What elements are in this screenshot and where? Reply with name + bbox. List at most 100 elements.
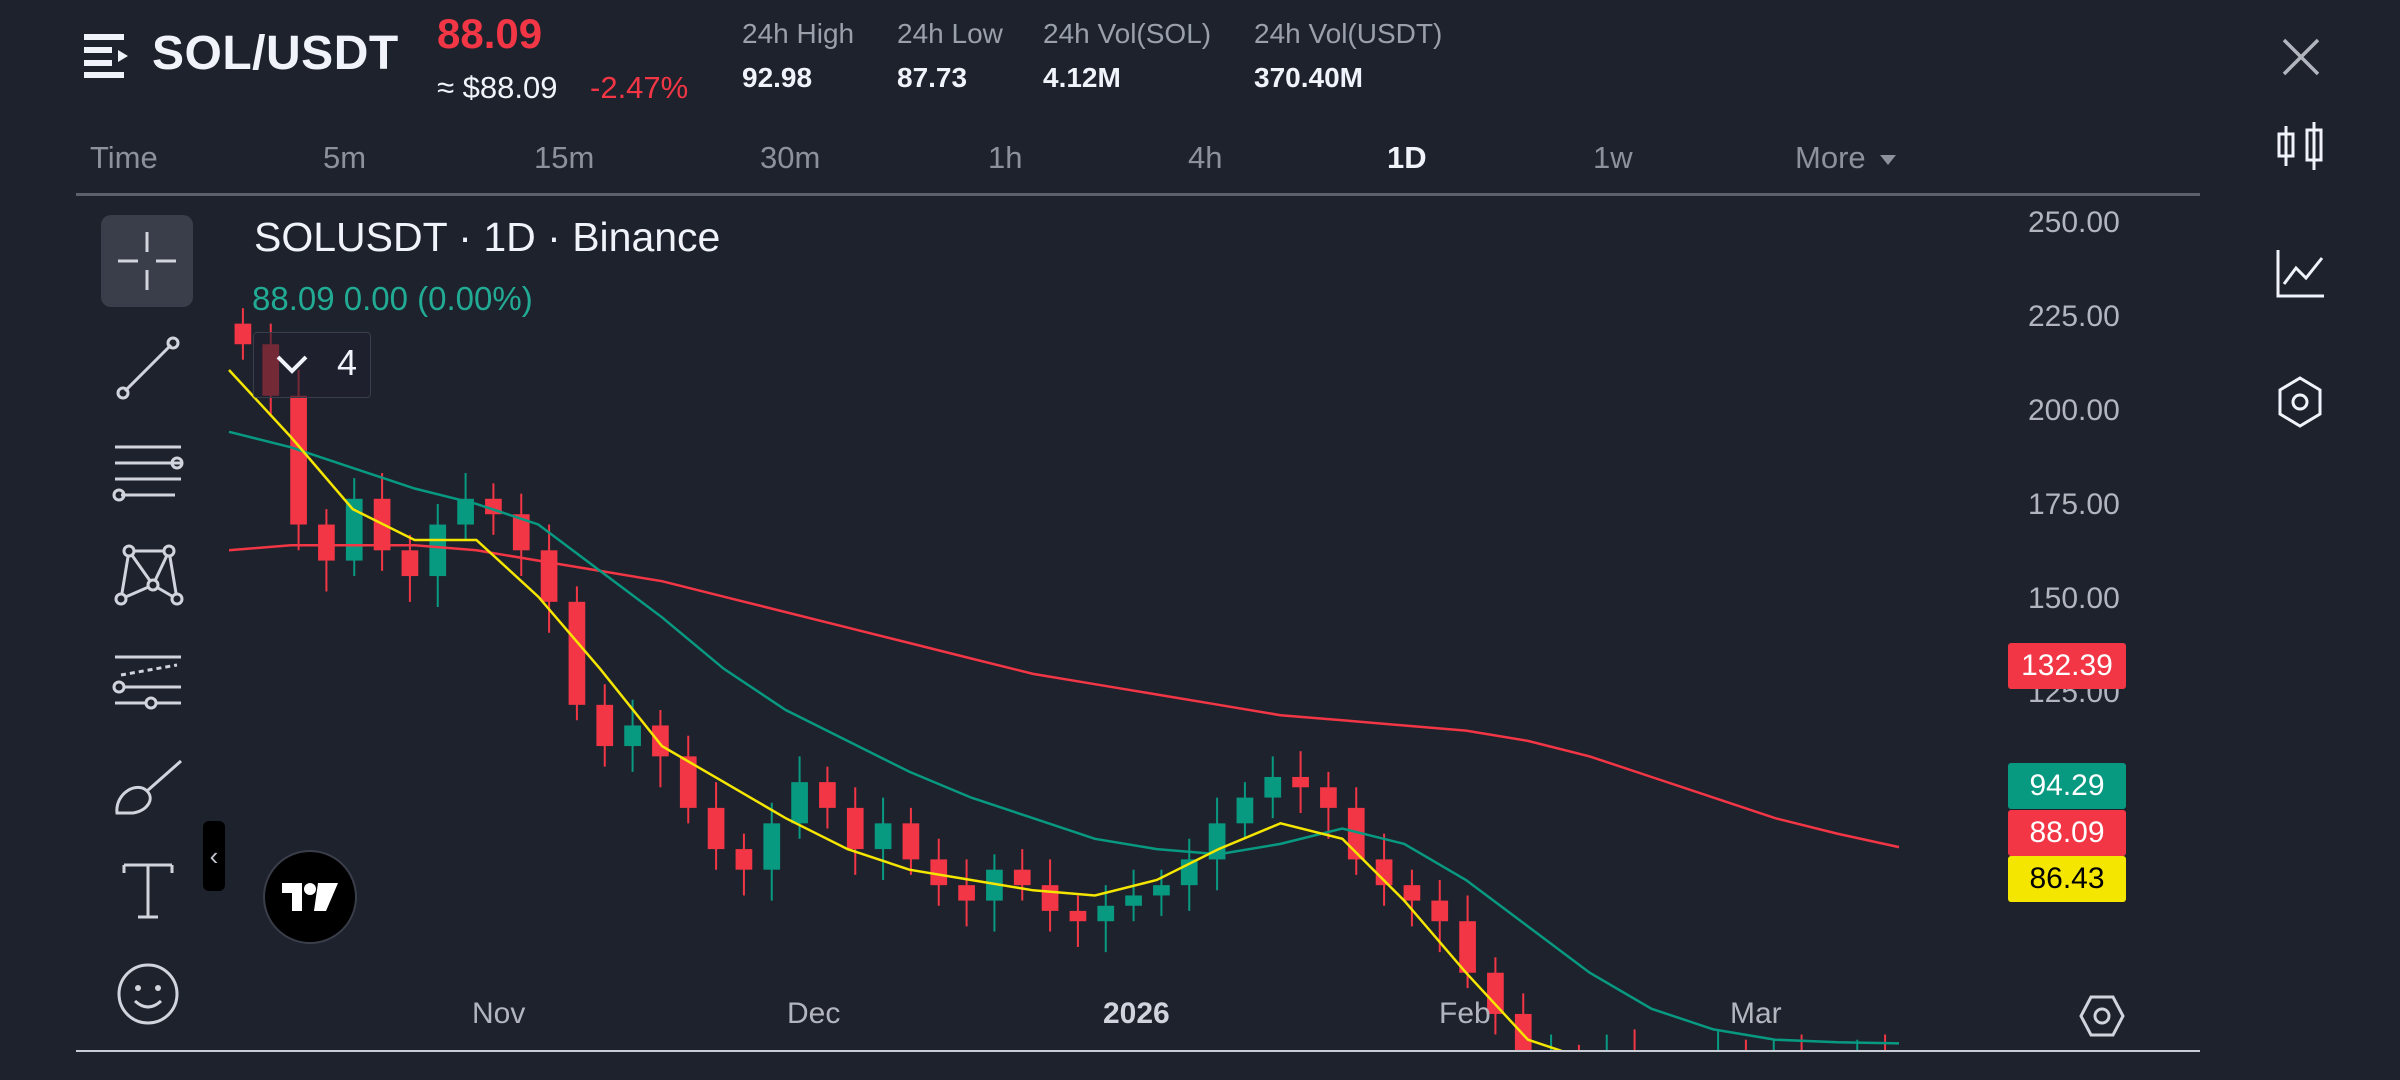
- candle-body: [234, 323, 252, 345]
- x-tick: Dec: [787, 997, 841, 1030]
- x-tick: Nov: [472, 997, 526, 1030]
- candle-body: [1125, 895, 1142, 906]
- menu-icon[interactable]: [84, 34, 132, 78]
- stat-label-24h-high: 24h High: [742, 18, 855, 49]
- brush-tool-button[interactable]: [100, 740, 196, 836]
- price-tag-ma-long: 132.39: [2008, 643, 2126, 689]
- x-tick: Feb: [1439, 997, 1491, 1030]
- price-chart[interactable]: [219, 200, 2019, 1050]
- candle-body: [1208, 823, 1226, 860]
- candles-icon[interactable]: [2270, 116, 2330, 176]
- indicators-collapse-button[interactable]: [253, 332, 371, 398]
- ohlc-legend: 88.09 0.00 (0.00%): [252, 280, 533, 317]
- price-tag-ma-short: 86.43: [2008, 856, 2126, 902]
- stat-label-24h-vol-sol: 24h Vol(SOL): [1043, 18, 1212, 49]
- candle-body: [735, 849, 753, 870]
- candle-body: [763, 823, 781, 870]
- candle-body: [846, 807, 864, 850]
- candle-body: [1459, 921, 1476, 973]
- stat-value-24h-low: 87.73: [897, 62, 968, 93]
- settings-hex-icon[interactable]: [2270, 372, 2330, 432]
- smiley-icon: [117, 963, 179, 1025]
- candle-body: [1347, 807, 1365, 860]
- candle-body: [930, 859, 948, 886]
- caret-down-icon: [1880, 154, 1897, 165]
- candle-body: [1431, 900, 1449, 922]
- ma-line-2: [228, 369, 1563, 1050]
- stat-label-24h-vol-usdt: 24h Vol(USDT): [1254, 18, 1443, 49]
- projection-tool-button[interactable]: [100, 630, 196, 726]
- x-tick: Mar: [1730, 997, 1782, 1030]
- candle-body: [290, 395, 307, 525]
- pattern-tool-button[interactable]: [100, 526, 196, 622]
- candle-body: [568, 601, 586, 705]
- toolbar-collapse-handle[interactable]: ‹: [203, 821, 225, 891]
- stat-value-24h-vol-sol: 4.12M: [1043, 62, 1121, 93]
- candle-body: [1041, 885, 1059, 911]
- candle-body: [958, 885, 975, 901]
- candle-body: [791, 782, 808, 824]
- candle-body: [1403, 885, 1421, 901]
- tab-more-label: More: [1795, 140, 1866, 175]
- stat-value-24h-vol-usdt: 370.40M: [1254, 62, 1363, 93]
- tab-more[interactable]: More: [1795, 140, 1898, 176]
- candle-body: [1375, 859, 1393, 886]
- text-tool-button[interactable]: [100, 842, 196, 938]
- crosshair-tool-button[interactable]: [101, 215, 193, 307]
- price-tag-ma-mid: 94.29: [2008, 763, 2126, 809]
- tab-1h[interactable]: 1h: [988, 140, 1023, 175]
- tab-30m[interactable]: 30m: [760, 140, 821, 175]
- candle-body: [401, 550, 419, 577]
- pattern-icon: [114, 544, 184, 606]
- y-tick: 175.00: [2028, 488, 2120, 521]
- candle-body: [1236, 797, 1254, 824]
- candle-body: [318, 524, 335, 561]
- candle-body: [512, 514, 530, 551]
- trend-line-icon: [116, 336, 180, 400]
- tab-1w[interactable]: 1w: [1593, 140, 1633, 175]
- candle-body: [986, 869, 1003, 901]
- fib-tool-button[interactable]: [100, 422, 196, 518]
- candle-body: [457, 498, 474, 525]
- tab-5m[interactable]: 5m: [323, 140, 367, 175]
- candle-body: [1264, 776, 1282, 798]
- brush-icon: [115, 759, 182, 815]
- y-tick: 200.00: [2028, 394, 2120, 427]
- trend-line-tool-button[interactable]: [100, 320, 196, 416]
- tab-time[interactable]: Time: [90, 140, 158, 175]
- candle-body: [1153, 885, 1170, 896]
- indicators-icon[interactable]: [2270, 244, 2330, 304]
- chart-title: SOLUSDT · 1D · Binance: [254, 214, 721, 260]
- candle-body: [540, 550, 558, 602]
- candle-body: [874, 823, 892, 850]
- candle-body: [679, 756, 697, 808]
- indicators-count: 4: [337, 342, 358, 383]
- price-usd: ≈ $88.09: [437, 70, 558, 105]
- emoji-tool-button[interactable]: [100, 946, 196, 1042]
- pair-title[interactable]: SOL/USDT: [152, 27, 399, 80]
- candle-body: [1292, 776, 1309, 788]
- text-icon: [122, 863, 174, 919]
- y-tick: 250.00: [2028, 206, 2120, 239]
- tab-1d[interactable]: 1D: [1387, 140, 1427, 175]
- ma-line-1: [228, 430, 1900, 1045]
- candle-body: [624, 725, 641, 747]
- price-tag-last: 88.09: [2008, 810, 2126, 856]
- candle-body: [902, 823, 920, 860]
- candle-body: [345, 498, 363, 561]
- y-tick: 150.00: [2028, 582, 2120, 615]
- tradingview-logo[interactable]: [263, 850, 357, 944]
- candle-body: [1013, 869, 1031, 886]
- tab-15m[interactable]: 15m: [534, 140, 595, 175]
- candle-body: [652, 725, 669, 757]
- close-icon[interactable]: [2278, 34, 2324, 80]
- stat-label-24h-low: 24h Low: [897, 18, 1003, 49]
- candle-body: [596, 704, 614, 747]
- ma-line-0: [228, 543, 1900, 849]
- projection-icon: [112, 655, 181, 710]
- chart-settings-icon[interactable]: [2079, 993, 2125, 1039]
- tabs-divider: [76, 193, 2200, 196]
- last-price: 88.09: [437, 10, 543, 57]
- tab-4h[interactable]: 4h: [1188, 140, 1223, 175]
- stat-value-24h-high: 92.98: [742, 62, 813, 93]
